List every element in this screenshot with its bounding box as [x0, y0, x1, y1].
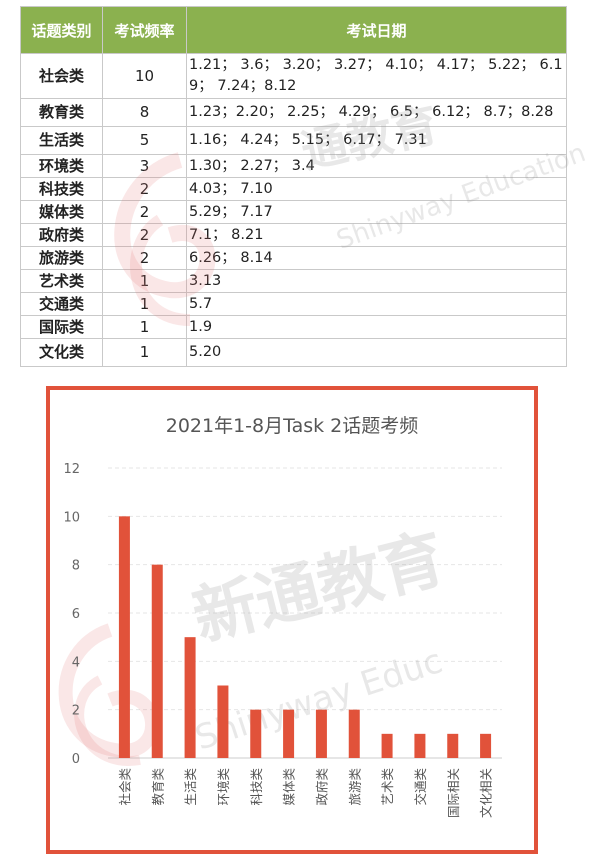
header-category: 话题类别 — [20, 6, 103, 54]
y-tick-label: 10 — [63, 510, 80, 525]
row-dates: 1.16； 4.24； 5.15； 6.17； 7.31 — [186, 126, 567, 155]
bar — [447, 733, 459, 758]
table-header-row: 话题类别 考试频率 考试日期 — [20, 6, 567, 54]
frequency-table: 话题类别 考试频率 考试日期 社会类 10 1.21； 3.6； 3.20； 3… — [20, 6, 567, 367]
row-category: 教育类 — [20, 98, 103, 127]
x-tick-label: 国际相关 — [446, 768, 461, 818]
table-row: 艺术类 1 3.13 — [20, 269, 567, 293]
y-tick-label: 12 — [63, 462, 80, 477]
y-tick-label: 6 — [72, 607, 80, 622]
row-dates: 1.21； 3.6； 3.20； 3.27； 4.10； 4.17； 5.22；… — [186, 53, 567, 99]
row-category: 环境类 — [20, 154, 103, 178]
x-tick-label: 交通类 — [413, 768, 428, 806]
row-count: 1 — [102, 315, 187, 339]
watermark-swirl-logo — [58, 623, 159, 766]
y-tick-label: 2 — [72, 704, 80, 719]
table-watermark-logo — [114, 152, 216, 326]
y-axis-ticks: 0 2 4 6 8 10 12 — [63, 462, 80, 767]
bar — [348, 709, 360, 758]
table-row: 旅游类 2 6.26； 8.14 — [20, 246, 567, 270]
row-count: 2 — [102, 200, 187, 224]
x-tick-label: 媒体类 — [282, 768, 297, 806]
bars-layer — [118, 516, 492, 758]
bar — [480, 733, 492, 758]
chart-watermark-brand: 新通教育 — [186, 522, 452, 656]
y-tick-label: 8 — [72, 559, 80, 574]
grid-layer — [108, 467, 502, 759]
bar — [184, 637, 196, 758]
row-dates: 6.26； 8.14 — [186, 246, 567, 270]
row-category: 文化类 — [20, 338, 103, 367]
bar — [217, 685, 229, 758]
row-count: 8 — [102, 98, 187, 127]
x-tick-label: 艺术类 — [380, 768, 395, 806]
x-tick-label: 旅游类 — [347, 768, 362, 806]
table-row: 交通类 1 5.7 — [20, 292, 567, 316]
table-row: 社会类 10 1.21； 3.6； 3.20； 3.27； 4.10； 4.17… — [20, 53, 567, 99]
row-dates: 1.9 — [186, 315, 567, 339]
table-row: 媒体类 2 5.29； 7.17 — [20, 200, 567, 224]
table-row: 教育类 8 1.23；2.20； 2.25； 4.29； 6.5； 6.12； … — [20, 98, 567, 127]
x-tick-label: 科技类 — [249, 768, 264, 806]
x-tick-label: 文化相关 — [479, 768, 494, 818]
row-dates: 1.23；2.20； 2.25； 4.29； 6.5； 6.12； 8.7；8.… — [186, 98, 567, 127]
bar — [414, 733, 426, 758]
chart-frame: 2021年1-8月Task 2话题考频 新通教育 Shinyway Educ 0… — [46, 386, 538, 854]
frequency-table-container: 话题类别 考试频率 考试日期 社会类 10 1.21； 3.6； 3.20； 3… — [20, 6, 567, 367]
table-row: 环境类 3 1.30； 2.27； 3.4 — [20, 154, 567, 178]
x-tick-label: 教育类 — [150, 768, 165, 806]
bar — [283, 709, 295, 758]
row-dates: 4.03； 7.10 — [186, 177, 567, 201]
x-tick-label: 生活类 — [183, 768, 198, 806]
x-tick-label: 政府类 — [314, 768, 329, 806]
row-dates: 1.30； 2.27； 3.4 — [186, 154, 567, 178]
bar-chart: 2021年1-8月Task 2话题考频 新通教育 Shinyway Educ 0… — [58, 415, 502, 819]
row-dates: 7.1； 8.21 — [186, 223, 567, 247]
row-category: 媒体类 — [20, 200, 103, 224]
chart-title: 2021年1-8月Task 2话题考频 — [166, 415, 419, 437]
bar — [381, 733, 393, 758]
bar — [118, 516, 130, 758]
y-tick-label: 4 — [72, 655, 80, 670]
bar — [315, 709, 327, 758]
row-category: 交通类 — [20, 292, 103, 316]
row-dates: 5.29； 7.17 — [186, 200, 567, 224]
row-category: 社会类 — [20, 53, 103, 99]
row-count: 10 — [102, 53, 187, 99]
x-tick-label: 环境类 — [216, 768, 231, 806]
x-tick-label: 社会类 — [117, 768, 132, 806]
row-dates: 5.7 — [186, 292, 567, 316]
x-axis-ticks: 社会类 教育类 生活类 环境类 科技类 媒体类 政府类 旅游类 艺术类 交通类 国际相关 文化相关 — [117, 768, 493, 819]
y-tick-label: 0 — [72, 752, 80, 767]
row-dates: 5.20 — [186, 338, 567, 367]
header-frequency: 考试频率 — [102, 6, 187, 54]
bar — [151, 564, 163, 758]
row-category: 艺术类 — [20, 269, 103, 293]
row-category: 政府类 — [20, 223, 103, 247]
row-dates: 3.13 — [186, 269, 567, 293]
header-dates: 考试日期 — [186, 6, 567, 54]
table-row: 政府类 2 7.1； 8.21 — [20, 223, 567, 247]
row-count: 2 — [102, 223, 187, 247]
row-count: 1 — [102, 338, 187, 367]
table-row: 文化类 1 5.20 — [20, 338, 567, 367]
bar — [250, 709, 262, 758]
